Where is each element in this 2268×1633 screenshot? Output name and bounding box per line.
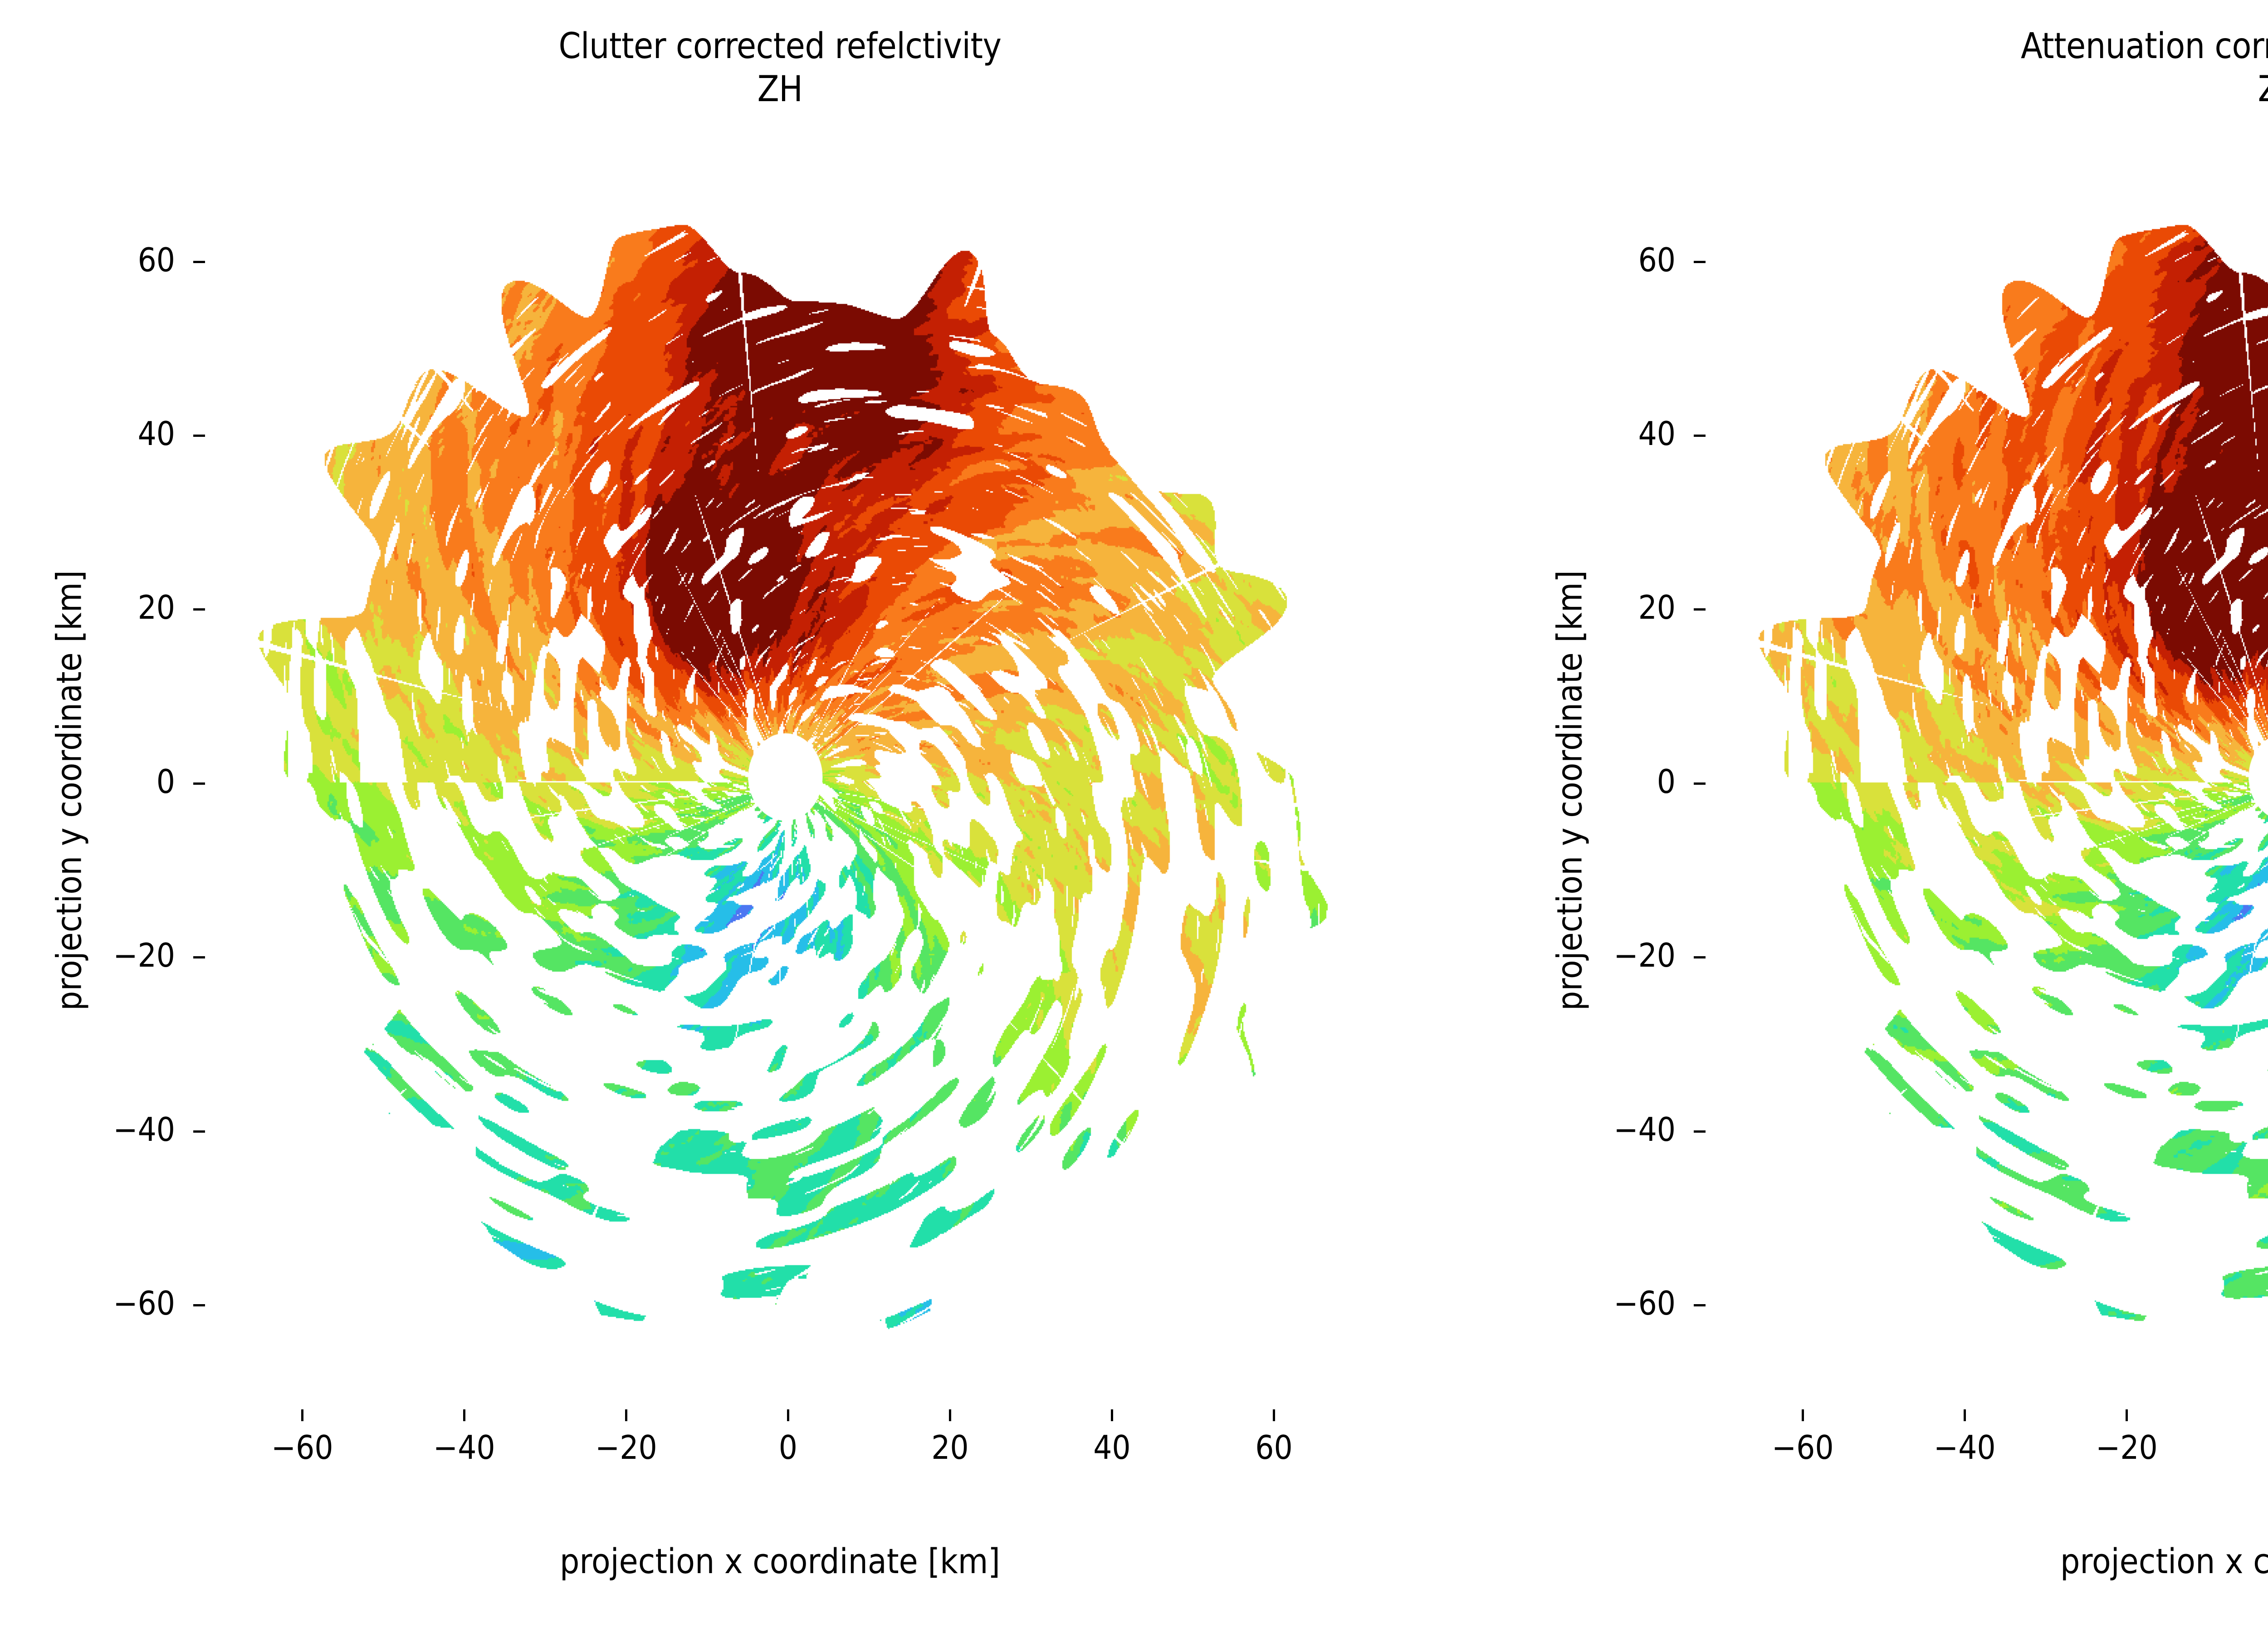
ytick-mark [1694, 1304, 1706, 1306]
xtick-label: 0 [778, 1428, 797, 1467]
ytick-mark [1694, 608, 1706, 611]
ytick-label: −60 [1613, 1284, 1676, 1322]
xtick-mark [2126, 1409, 2128, 1421]
ytick-label: 20 [1638, 588, 1676, 627]
xtick-mark [1111, 1409, 1114, 1421]
xtick-mark [1802, 1409, 1804, 1421]
ytick-label: −20 [113, 936, 175, 975]
xtick-mark [1273, 1409, 1276, 1421]
ytick-mark [193, 435, 205, 437]
ytick-mark [193, 956, 205, 959]
xtick-mark [1964, 1409, 1966, 1421]
xtick-mark [787, 1409, 790, 1421]
xtick-mark [301, 1409, 304, 1421]
xtick-label: −40 [1933, 1428, 1996, 1467]
radar-ppi-clutter [205, 175, 1355, 1409]
xtick-label: 20 [931, 1428, 969, 1467]
xaxis-label-clutter: projection x coordinate [km] [560, 1541, 1000, 1581]
ytick-label: 60 [1638, 240, 1676, 279]
xtick-label: −60 [271, 1428, 333, 1467]
ytick-label: 0 [156, 762, 175, 801]
xtick-label: −20 [595, 1428, 657, 1467]
ytick-label: −20 [1613, 936, 1676, 975]
ytick-label: −40 [1613, 1110, 1676, 1149]
ytick-label: −60 [113, 1284, 175, 1322]
ytick-label: 40 [1638, 415, 1676, 453]
ytick-label: 20 [137, 588, 175, 627]
xtick-label: −60 [1771, 1428, 1834, 1467]
xtick-label: −40 [433, 1428, 495, 1467]
panel-title-clutter: Clutter corrected refelctivity ZH [558, 26, 1002, 110]
ytick-label: 40 [137, 415, 175, 453]
xtick-mark [625, 1409, 628, 1421]
ytick-mark [1694, 956, 1706, 959]
ytick-label: 60 [137, 240, 175, 279]
xaxis-label-attenuation: projection x coordinate [km] [2060, 1541, 2268, 1581]
xtick-label: 60 [1255, 1428, 1293, 1467]
ytick-mark [1694, 1130, 1706, 1133]
ytick-mark [193, 782, 205, 785]
ytick-label: 0 [1657, 762, 1676, 801]
ytick-mark [1694, 782, 1706, 785]
xtick-label: −20 [2095, 1428, 2158, 1467]
ytick-mark [1694, 260, 1706, 263]
ytick-label: −40 [113, 1110, 175, 1149]
panel-title-attenuation: Attenuation corrected reflectivity ZH [2020, 26, 2268, 110]
ytick-mark [193, 260, 205, 263]
radar-ppi-attenuation [1706, 175, 2268, 1409]
xtick-mark [949, 1409, 952, 1421]
xtick-mark [463, 1409, 466, 1421]
xtick-label: 0 [2216, 1428, 2268, 1467]
ytick-mark [193, 1304, 205, 1306]
ytick-mark [193, 608, 205, 611]
ytick-mark [193, 1130, 205, 1133]
xtick-label: 40 [1093, 1428, 1131, 1467]
ytick-mark [1694, 435, 1706, 437]
